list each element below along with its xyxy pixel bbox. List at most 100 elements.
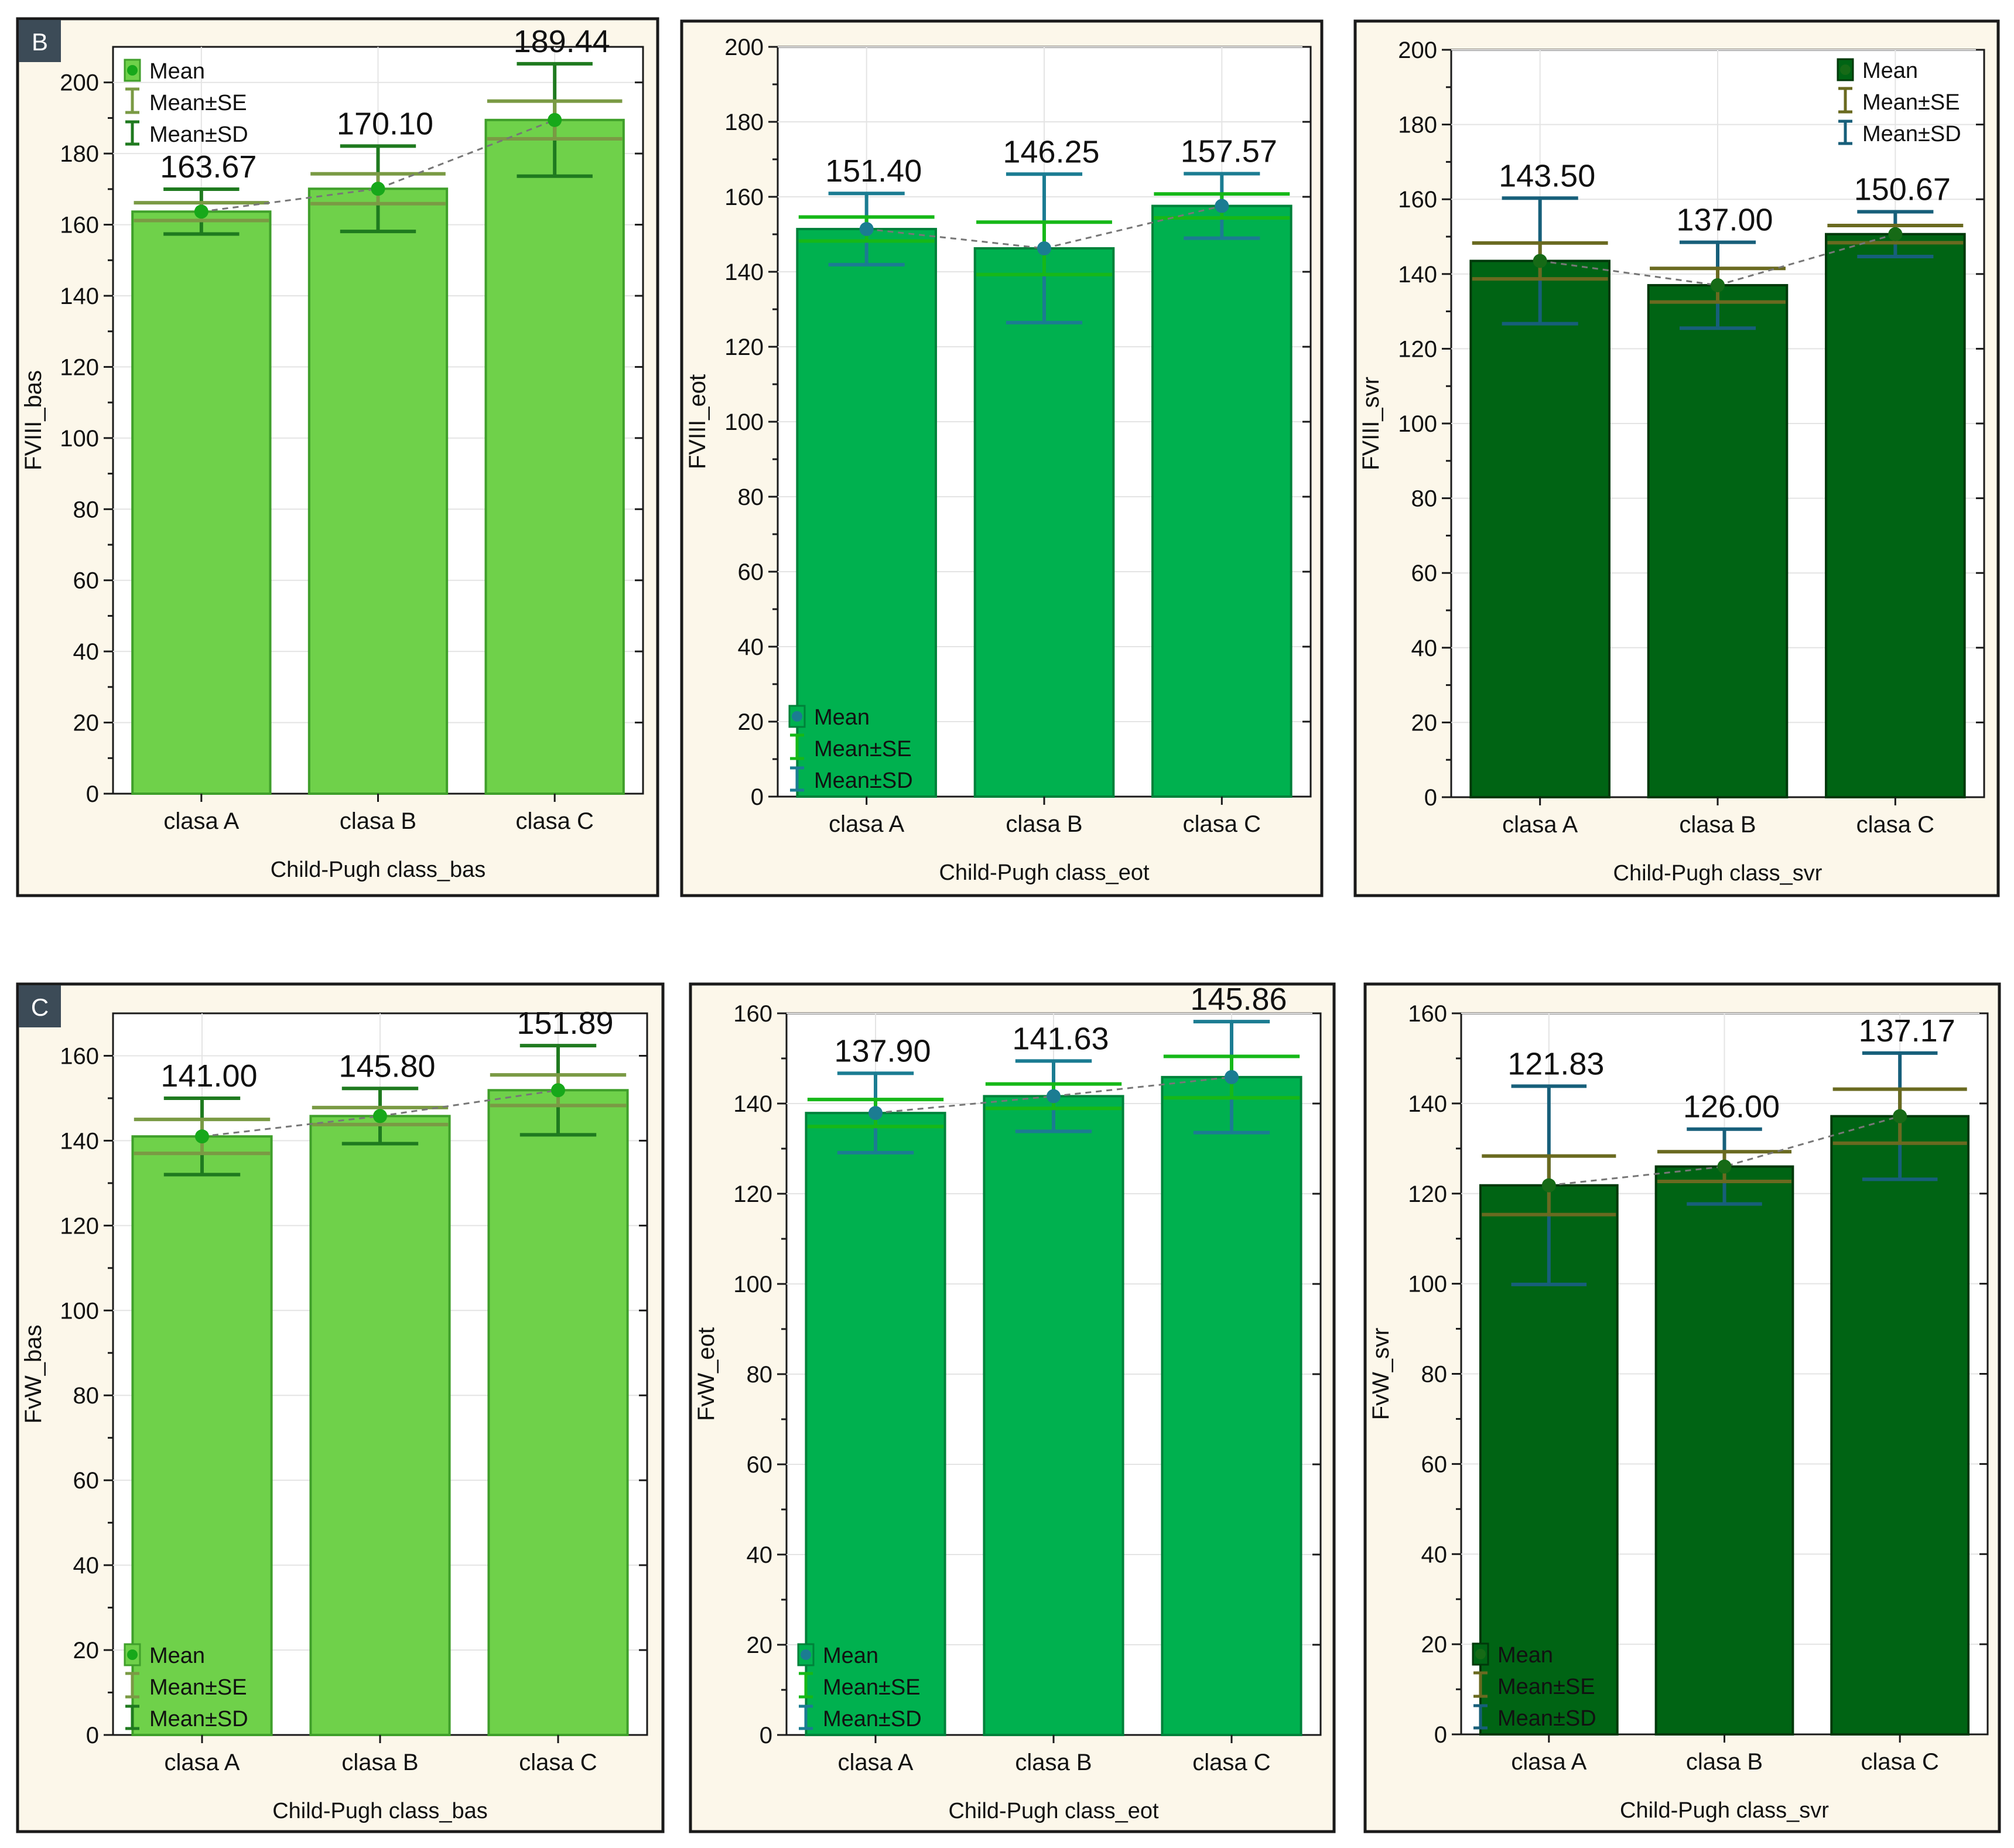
mean-point [551, 1083, 565, 1098]
mean-point [1225, 1070, 1239, 1084]
mean-point [1541, 1178, 1556, 1193]
legend-mean-marker [801, 1649, 811, 1660]
mean-point [1047, 1089, 1061, 1104]
data-label: 146.25 [1003, 134, 1099, 169]
y-tick-label: 120 [60, 354, 99, 380]
bar-clasa-B [983, 1095, 1124, 1736]
y-tick-label: 0 [86, 781, 99, 807]
x-tick-label: clasa A [829, 811, 904, 837]
y-tick-label: 80 [1411, 486, 1438, 512]
y-tick-label: 20 [73, 710, 100, 736]
panel-badge [19, 985, 61, 1027]
legend-mean-label: Mean [814, 705, 870, 730]
data-label: 145.86 [1190, 982, 1287, 1017]
y-tick-label: 80 [73, 497, 100, 522]
y-tick-label: 20 [1421, 1632, 1448, 1658]
x-tick-label: clasa C [1856, 812, 1934, 838]
mean-point [1533, 254, 1547, 268]
bar-clasa-B [1654, 1165, 1794, 1736]
x-tick-label: clasa A [838, 1750, 914, 1775]
legend-mean-marker [127, 65, 138, 76]
data-label: 126.00 [1683, 1089, 1780, 1125]
panel-badge [19, 20, 61, 62]
y-tick-label: 100 [60, 1298, 99, 1324]
legend-mean-marker [1475, 1649, 1486, 1659]
y-tick-label: 100 [724, 409, 764, 435]
legend-mean-label: Mean [149, 1644, 205, 1668]
y-tick-label: 20 [73, 1638, 100, 1663]
legend-sd-label: Mean±SD [149, 122, 248, 147]
legend-se-marker [125, 87, 139, 114]
x-axis-label: Child-Pugh class_svr [1613, 861, 1822, 886]
legend-se-label: Mean±SE [1862, 90, 1960, 115]
y-axis-label: FvW_eot [693, 1327, 719, 1421]
y-tick-label: 0 [86, 1723, 99, 1748]
y-tick-label: 80 [747, 1362, 773, 1388]
mean-point [1037, 241, 1051, 255]
legend-sd-marker [799, 1704, 813, 1730]
legend-mean-marker [792, 711, 802, 722]
x-tick-label: clasa A [165, 1750, 240, 1775]
y-tick-label: 80 [73, 1383, 100, 1409]
x-tick-label: clasa B [1679, 812, 1756, 838]
y-tick-label: 100 [1398, 411, 1437, 437]
y-tick-label: 140 [60, 1128, 99, 1154]
bar-clasa-B [307, 187, 449, 795]
legend-sd-label: Mean±SD [149, 1707, 248, 1731]
mean-point [1888, 227, 1903, 241]
legend-sd-marker [790, 766, 804, 792]
legend-sd-marker [1473, 1704, 1488, 1730]
y-tick-label: 120 [60, 1213, 99, 1239]
x-tick-label: clasa C [519, 1750, 597, 1775]
y-tick-label: 160 [733, 1001, 772, 1027]
legend-se-marker [799, 1672, 813, 1699]
x-axis-label: Child-Pugh class_bas [272, 1799, 488, 1823]
y-tick-label: 60 [747, 1452, 773, 1478]
bar-clasa-B [1647, 283, 1789, 798]
mean-point [548, 112, 562, 127]
y-tick-label: 160 [724, 185, 764, 210]
legend-se-label: Mean±SE [814, 737, 912, 761]
y-tick-label: 140 [60, 283, 99, 309]
legend-sd-marker [1838, 119, 1852, 145]
legend-sd-marker [125, 1704, 139, 1730]
mean-trend-line [201, 1089, 559, 1138]
y-axis-label: FVIII_svr [1358, 377, 1384, 470]
x-tick-label: clasa C [1192, 1750, 1270, 1775]
data-label: 137.00 [1676, 203, 1773, 238]
mean-trend-line [866, 205, 1222, 250]
legend-sd-marker [125, 120, 139, 146]
bar-clasa-C [1151, 204, 1292, 798]
data-label: 137.90 [834, 1033, 931, 1068]
x-axis-label: Child-Pugh class_eot [939, 860, 1150, 885]
y-tick-label: 180 [724, 110, 764, 135]
x-tick-label: clasa B [340, 808, 416, 834]
data-label: 170.10 [337, 106, 433, 141]
data-label: 141.00 [160, 1058, 257, 1094]
x-axis-label: Child-Pugh class_eot [948, 1799, 1159, 1823]
legend-sd-label: Mean±SD [1862, 122, 1961, 146]
data-label: 151.40 [825, 153, 922, 189]
x-tick-label: clasa A [1511, 1749, 1586, 1775]
y-tick-label: 40 [1421, 1542, 1448, 1567]
legend: Mean Mean±SE Mean±SD [797, 1643, 922, 1731]
y-tick-label: 20 [1411, 710, 1438, 736]
panel-badge-label: B [32, 28, 48, 56]
y-tick-label: 180 [60, 141, 99, 167]
y-tick-label: 0 [760, 1723, 772, 1748]
legend-mean-marker [1840, 64, 1851, 75]
legend-se-marker [1473, 1671, 1488, 1698]
x-tick-label: clasa B [341, 1750, 418, 1775]
y-tick-label: 60 [1421, 1451, 1448, 1477]
mean-point [868, 1106, 883, 1121]
mean-trend-line [1548, 1115, 1900, 1187]
bar-clasa-C [1825, 233, 1966, 798]
mean-point [195, 1129, 209, 1144]
x-tick-label: clasa C [1861, 1749, 1938, 1775]
bar-clasa-A [131, 210, 272, 795]
data-label: 121.83 [1507, 1046, 1604, 1081]
chart-fvw_svr: 0 20 40 60 80 100 120 140 160 clasa A 121.83 clasa … [1363, 982, 2001, 1833]
legend-sd-label: Mean±SD [823, 1707, 922, 1731]
y-tick-label: 120 [1408, 1181, 1447, 1207]
